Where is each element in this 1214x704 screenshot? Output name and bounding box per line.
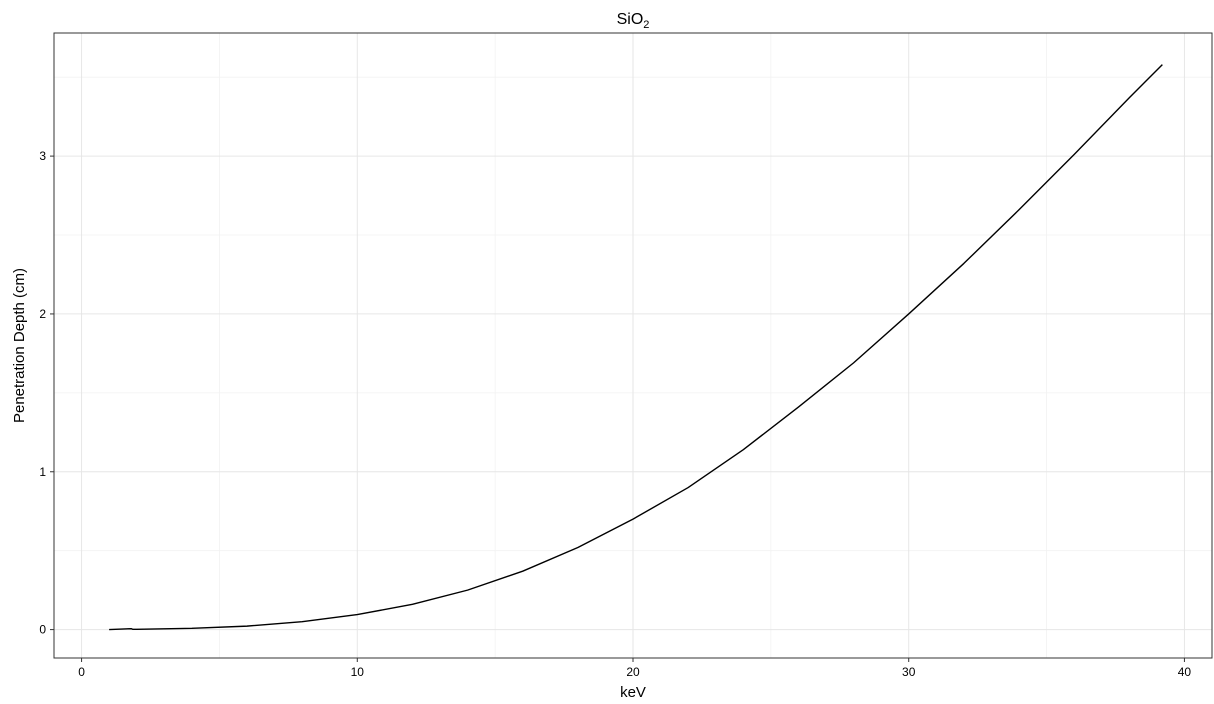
x-axis-title: keV (620, 684, 646, 701)
x-tick-label: 30 (902, 665, 916, 679)
x-tick-label: 40 (1178, 665, 1192, 679)
x-axis: 0 10 20 30 40 (78, 658, 1191, 679)
y-axis: 0 1 2 3 (39, 149, 54, 637)
series-layer (109, 64, 1163, 631)
major-gridlines (54, 33, 1212, 658)
y-tick-label: 2 (39, 307, 46, 321)
x-tick-label: 20 (626, 665, 640, 679)
x-tick-label: 0 (78, 665, 85, 679)
y-axis-title: Penetration Depth (cm) (11, 268, 28, 423)
y-tick-label: 0 (39, 623, 46, 637)
y-tick-label: 3 (39, 149, 46, 163)
x-tick-label: 10 (351, 665, 365, 679)
chart-title-main: SiO (617, 11, 644, 28)
chart-title: SiO2 (617, 11, 650, 31)
series-line (109, 64, 1163, 631)
y-tick-label: 1 (39, 465, 46, 479)
chart-title-subscript: 2 (643, 19, 649, 31)
